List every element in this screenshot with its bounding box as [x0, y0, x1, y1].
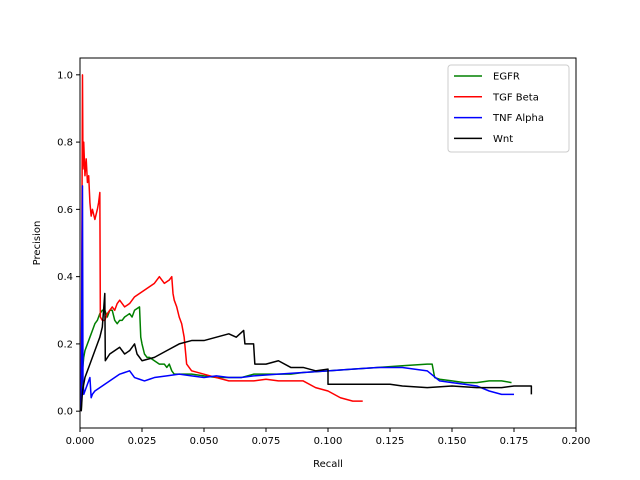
legend-label-egfr: EGFR: [493, 72, 520, 83]
y-tick-label: 0.0: [57, 407, 73, 418]
legend-label-tgf-beta: TGF Beta: [492, 92, 539, 103]
x-tick-label: 0.025: [128, 436, 157, 447]
series-line-tnf-alpha: [80, 185, 514, 412]
x-tick-label: 0.050: [190, 436, 219, 447]
y-tick-label: 0.4: [57, 272, 73, 283]
x-tick-label: 0.000: [66, 436, 95, 447]
x-tick-label: 0.100: [314, 436, 343, 447]
x-tick-label: 0.175: [500, 436, 529, 447]
series-lines: [80, 74, 533, 412]
x-tick-label: 0.200: [562, 436, 591, 447]
y-tick-label: 0.2: [57, 339, 73, 350]
x-tick-label: 0.150: [438, 436, 467, 447]
legend-box: [447, 64, 570, 153]
x-axis: 0.000 0.025 0.050 0.075 0.100 0.125 0.150 0.175…: [66, 428, 591, 447]
x-axis-title: Recall: [313, 459, 343, 470]
legend-label-wnt: Wnt: [493, 134, 513, 145]
legend-label-tnf-alpha: TNF Alpha: [492, 113, 544, 124]
legend: EGFR TGF Beta TNF Alpha Wnt: [447, 64, 570, 153]
series-line-tgf-beta: [80, 74, 363, 412]
y-tick-label: 1.0: [57, 70, 73, 81]
x-tick-label: 0.075: [252, 436, 281, 447]
y-axis-title: Precision: [32, 221, 43, 266]
y-tick-label: 0.8: [57, 138, 73, 149]
y-axis: 0.0 0.2 0.4 0.6 0.8 1.0: [57, 70, 80, 418]
y-tick-label: 0.6: [57, 205, 73, 216]
x-tick-label: 0.125: [376, 436, 405, 447]
series-line-wnt: [80, 292, 533, 412]
